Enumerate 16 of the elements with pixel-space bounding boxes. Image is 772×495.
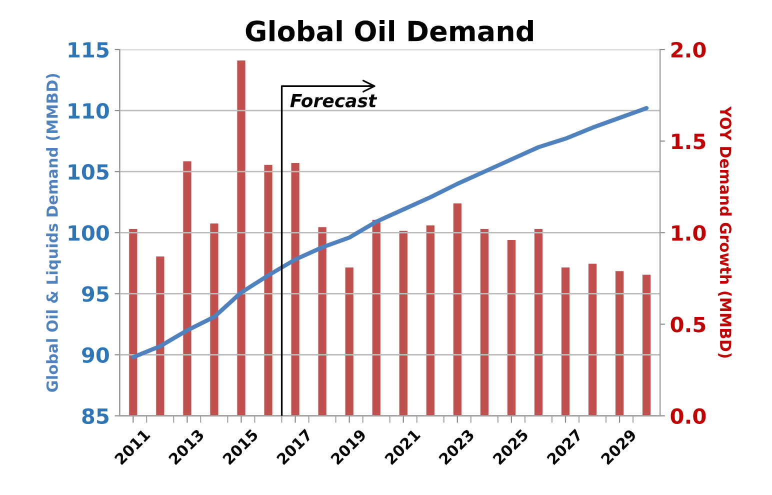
annotation: Forecast: [290, 94, 378, 108]
y2-tick-label: 1.5: [672, 134, 706, 150]
y2-tick-label: 0.5: [670, 316, 706, 332]
y-tick-label: 90: [82, 347, 109, 363]
y-tick-label: 85: [82, 408, 108, 424]
y-axis-title: Global Oil & Liquids Demand (MMBD): [46, 74, 61, 392]
y2-tick-label: 0.0: [670, 408, 706, 424]
y2-axis-title: YOY Demand Growth (MMBD): [718, 106, 732, 358]
y2-tick-label: 2.0: [671, 42, 706, 58]
y-tick-label: 110: [68, 103, 109, 119]
y2-tick-label: 1.0: [672, 225, 706, 241]
y-tick-label: 105: [68, 164, 108, 180]
chart-title: Global Oil Demand: [246, 20, 533, 42]
y-tick-label: 115: [68, 42, 108, 58]
y-tick-label: 95: [82, 286, 108, 302]
y-tick-label: 100: [68, 225, 109, 241]
